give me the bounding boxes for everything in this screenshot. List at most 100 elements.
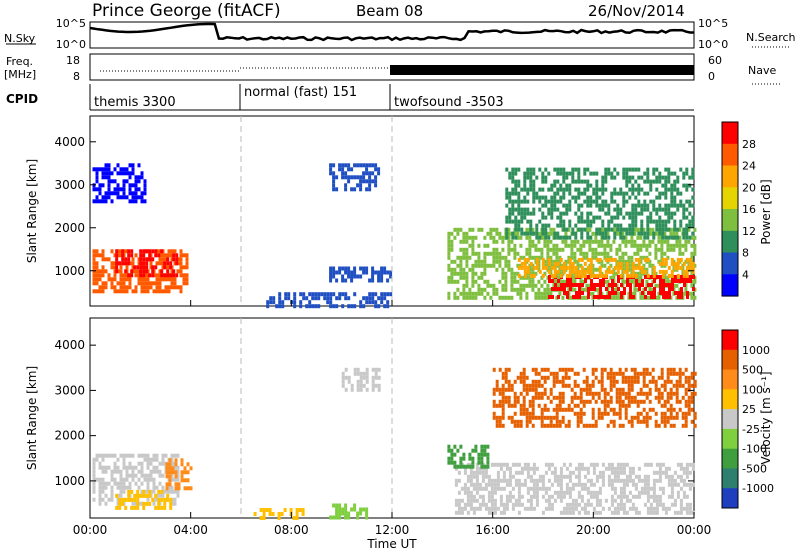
heatmap-cell (154, 493, 158, 498)
heatmap-cell (636, 399, 640, 404)
heatmap-cell (529, 183, 533, 188)
heatmap-cell (591, 367, 595, 372)
heatmap-cell (610, 199, 614, 204)
heatmap-cell (679, 257, 683, 262)
heatmap-cell (631, 187, 635, 192)
heatmap-cell (341, 383, 345, 388)
heatmap-cell (652, 269, 656, 274)
heatmap-cell (332, 183, 336, 188)
heatmap-cell (161, 265, 165, 270)
heatmap-cell (639, 291, 643, 296)
heatmap-cell (652, 273, 656, 278)
heatmap-cell (565, 466, 569, 471)
heatmap-cell (643, 482, 647, 487)
heatmap-cell (580, 235, 584, 240)
heatmap-cell (547, 506, 551, 511)
heatmap-cell (621, 259, 625, 264)
heatmap-cell (121, 257, 125, 262)
heatmap-cell (371, 383, 375, 388)
heatmap-cell (543, 375, 547, 380)
heatmap-cell (561, 419, 565, 424)
heatmap-cell (142, 273, 146, 278)
heatmap-cell (175, 257, 179, 262)
heatmap-cell (646, 203, 650, 208)
heatmap-cell (550, 203, 554, 208)
heatmap-cell (672, 383, 676, 388)
heatmap-cell (568, 191, 572, 196)
heatmap-cell (389, 292, 393, 297)
heatmap-cell (648, 371, 652, 376)
heatmap-cell (365, 296, 369, 301)
heatmap-cell (110, 191, 114, 196)
heatmap-cell (544, 498, 548, 503)
heatmap-cell (622, 502, 626, 507)
heatmap-cell (643, 179, 647, 184)
heatmap-cell (504, 271, 508, 276)
heatmap-cell (140, 277, 144, 282)
heatmap-cell (555, 295, 559, 300)
heatmap-cell (567, 367, 571, 372)
heatmap-cell (681, 411, 685, 416)
heatmap-cell (551, 279, 554, 283)
heatmap-cell (667, 175, 671, 180)
heatmap-cell (107, 453, 111, 458)
heatmap-cell (541, 265, 545, 270)
heatmap-cell (693, 279, 697, 284)
heatmap-cell (459, 227, 463, 232)
heatmap-cell (118, 261, 122, 266)
heatmap-cell (362, 296, 366, 301)
heatmap-cell (664, 187, 668, 192)
heatmap-cell (537, 239, 541, 244)
heatmap-cell (552, 379, 556, 384)
heatmap-cell (107, 277, 111, 282)
heatmap-cell (124, 257, 128, 262)
heatmap-cell (341, 375, 345, 380)
heatmap-cell (621, 371, 625, 376)
heatmap-cell (678, 275, 682, 280)
heatmap-cell (577, 470, 581, 475)
heatmap-cell (633, 371, 637, 376)
heatmap-cell (568, 235, 572, 240)
heatmap-cell (125, 179, 129, 184)
heatmap-cell (622, 269, 626, 274)
heatmap-cell (665, 291, 668, 295)
heatmap-cell (116, 485, 120, 490)
heatmap-cell (520, 207, 524, 212)
heatmap-cell (544, 167, 548, 172)
heatmap-cell (495, 231, 499, 236)
heatmap-cell (658, 179, 662, 184)
heatmap-cell (673, 478, 677, 483)
heatmap-cell (113, 273, 117, 278)
heatmap-cell (332, 274, 336, 279)
heatmap-cell (534, 291, 538, 296)
heatmap-cell (508, 466, 512, 471)
heatmap-cell (619, 494, 623, 499)
heatmap-cell (544, 227, 548, 232)
heatmap-cell (636, 371, 640, 376)
heatmap-cell (578, 283, 581, 287)
heatmap-cell (107, 187, 111, 192)
heatmap-cell (534, 379, 538, 384)
heatmap-cell (335, 270, 339, 275)
heatmap-cell (338, 507, 342, 512)
heatmap-cell (616, 223, 620, 228)
heatmap-cell (113, 285, 117, 290)
heatmap-cell (180, 478, 184, 483)
heatmap-cell (621, 387, 625, 392)
heatmap-cell (641, 283, 644, 287)
heatmap-cell (508, 478, 512, 483)
heatmap-cell (640, 203, 644, 208)
heatmap-cell (574, 498, 578, 503)
heatmap-cell (676, 203, 680, 208)
heatmap-cell (637, 494, 641, 499)
heatmap-cell (475, 466, 479, 471)
heatmap-cell (305, 304, 309, 309)
heatmap-cell (459, 456, 463, 461)
heatmap-cell (465, 271, 469, 276)
heatmap-cell (137, 163, 141, 168)
heatmap-cell (543, 367, 547, 372)
heatmap-cell (661, 273, 665, 278)
heatmap-cell (538, 199, 542, 204)
heatmap-cell (107, 481, 111, 486)
heatmap-cell (586, 478, 590, 483)
